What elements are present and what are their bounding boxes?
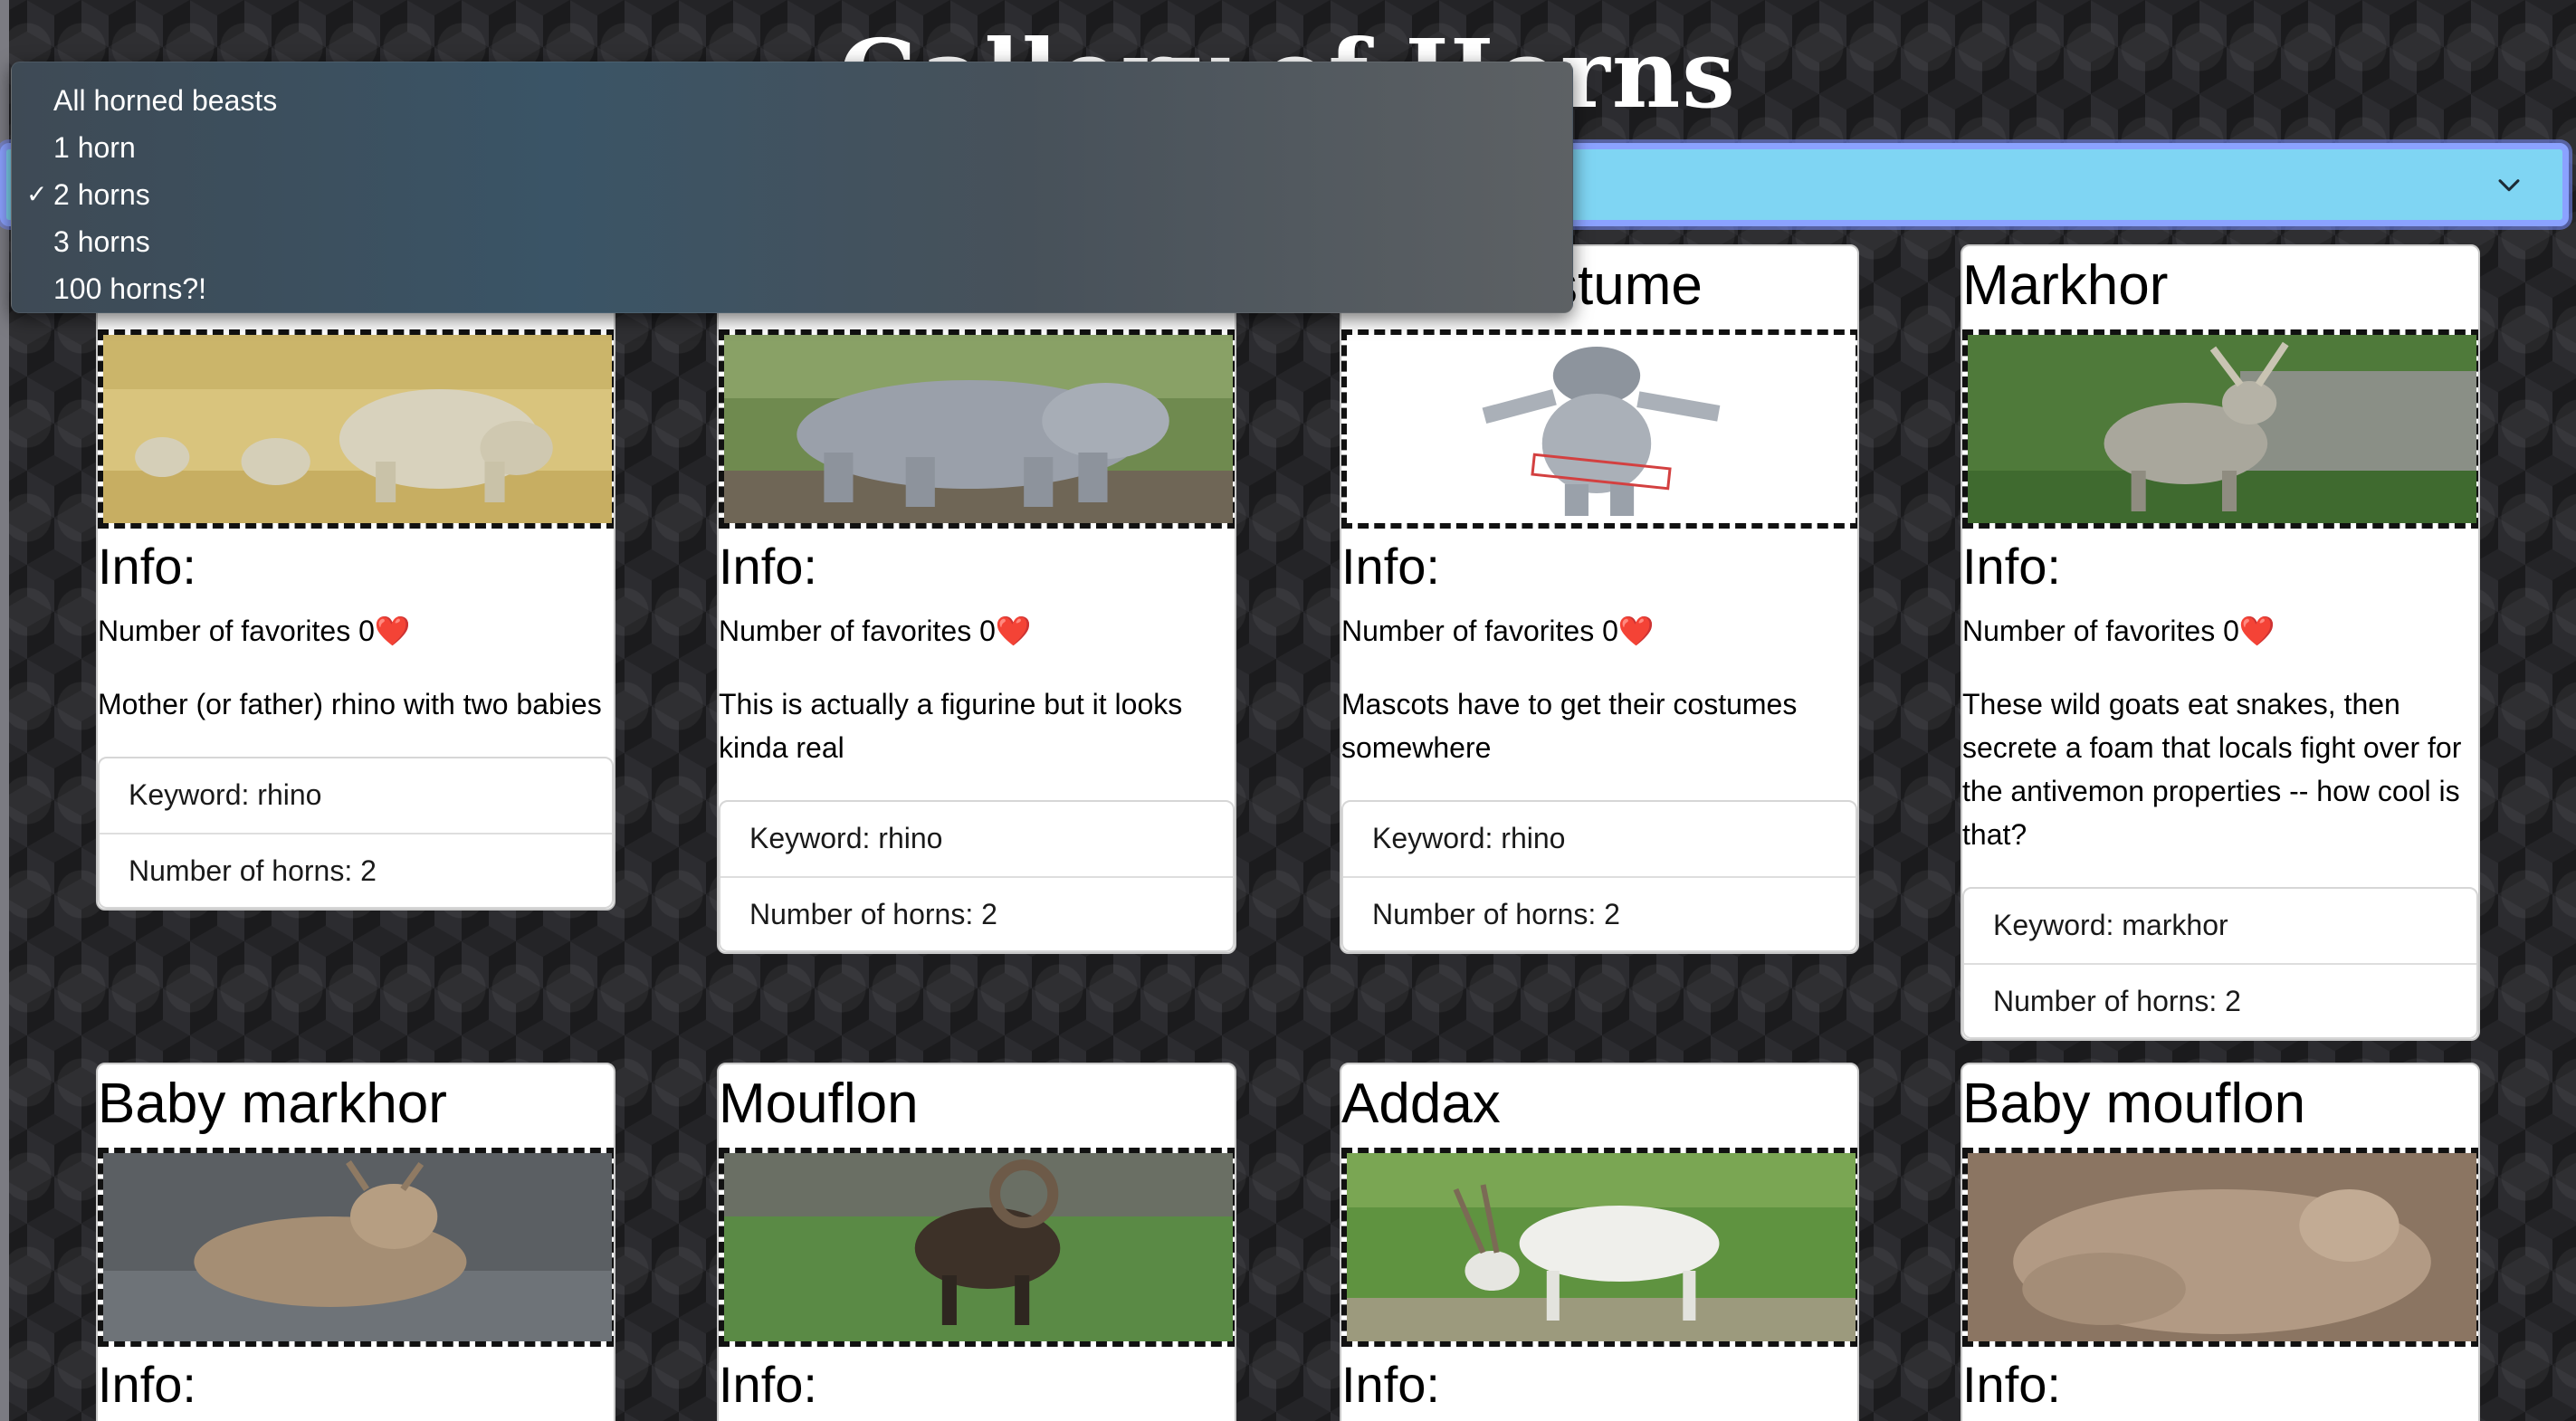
card-title: Mouflon [719, 1073, 919, 1135]
beast-card[interactable]: Info: Number of favorites 0❤️ This is ac… [717, 244, 1236, 954]
card-details-list: Keyword: rhino Number of horns: 2 [1341, 800, 1857, 952]
beast-card[interactable]: Info: Number of favorites 0❤️ Mother (or… [96, 244, 615, 911]
rhino-figurine-image[interactable] [719, 329, 1235, 529]
menu-option-2-horns[interactable]: ✓ 2 horns [12, 171, 1572, 218]
rhino-family-image[interactable] [98, 329, 614, 529]
menu-option-label: 2 horns [53, 178, 150, 211]
baby-mouflon-image[interactable] [1962, 1148, 2478, 1347]
menu-option-label: All horned beasts [53, 84, 278, 117]
menu-option-100-horns[interactable]: 100 horns?! [12, 265, 1572, 312]
favorites-value: 0 [2223, 615, 2239, 647]
favorites-count: Number of favorites 0❤️ [719, 612, 1235, 650]
favorites-label: Number of favorites [719, 615, 980, 647]
keyword-item: Keyword: markhor [1993, 909, 2228, 941]
favorites-value: 0 [979, 615, 996, 647]
menu-option-1-horn[interactable]: 1 horn [12, 124, 1572, 171]
card-details-list: Keyword: rhino Number of horns: 2 [719, 800, 1235, 952]
checkmark-icon: ✓ [26, 180, 48, 208]
beast-card[interactable]: Addax Info: [1340, 1063, 1859, 1421]
card-title: stume [1550, 254, 1703, 317]
beast-card[interactable]: stume Info: Number of favorites 0❤️ Masc… [1340, 244, 1859, 954]
menu-option-label: 100 horns?! [53, 272, 207, 305]
beast-card[interactable]: Baby markhor Info: [96, 1063, 615, 1421]
favorites-count: Number of favorites 0❤️ [98, 612, 614, 650]
card-description: These wild goats eat snakes, then secret… [1962, 688, 2462, 851]
info-heading: Info: [719, 538, 817, 595]
chevron-down-icon[interactable] [2494, 169, 2524, 200]
favorites-value: 0 [1602, 615, 1618, 647]
beast-card[interactable]: Markhor Info: Number of favorites 0❤️ Th… [1961, 244, 2480, 1041]
heart-icon[interactable]: ❤️ [995, 615, 1032, 647]
keyword-item: Keyword: rhino [129, 778, 322, 811]
card-details-list: Keyword: rhino Number of horns: 2 [98, 757, 614, 909]
menu-option-all[interactable]: All horned beasts [12, 77, 1572, 124]
menu-option-3-horns[interactable]: 3 horns [12, 218, 1572, 265]
card-description: This is actually a figurine but it looks… [719, 688, 1183, 764]
favorites-count: Number of favorites 0❤️ [1962, 612, 2478, 650]
info-heading: Info: [1962, 538, 2061, 595]
card-title: Baby mouflon [1962, 1073, 2306, 1135]
heart-icon[interactable]: ❤️ [1617, 615, 1655, 647]
favorites-label: Number of favorites [1962, 615, 2224, 647]
rhino-costume-image[interactable] [1341, 329, 1857, 529]
addax-image[interactable] [1341, 1148, 1857, 1347]
card-description: Mother (or father) rhino with two babies [98, 688, 602, 720]
heart-icon[interactable]: ❤️ [2238, 615, 2275, 647]
baby-markhor-image[interactable] [98, 1148, 614, 1347]
card-details-list: Keyword: markhor Number of horns: 2 [1962, 887, 2478, 1039]
horn-filter-dropdown-menu: All horned beasts 1 horn ✓ 2 horns 3 hor… [11, 62, 1573, 313]
window-edge [0, 0, 9, 1421]
card-title: Markhor [1962, 254, 2169, 317]
info-heading: Info: [1341, 538, 1440, 595]
horns-item: Number of horns: 2 [100, 833, 612, 907]
favorites-count: Number of favorites 0❤️ [1341, 612, 1857, 650]
favorites-label: Number of favorites [98, 615, 359, 647]
keyword-item: Keyword: rhino [1372, 822, 1566, 854]
info-heading: Info: [719, 1356, 817, 1413]
info-heading: Info: [98, 538, 196, 595]
menu-option-label: 3 horns [53, 225, 150, 258]
info-heading: Info: [1962, 1356, 2061, 1413]
heart-icon[interactable]: ❤️ [374, 615, 411, 647]
card-description: Mascots have to get their costumes somew… [1341, 688, 1798, 764]
horns-item: Number of horns: 2 [720, 876, 1233, 950]
info-heading: Info: [98, 1356, 196, 1413]
info-heading: Info: [1341, 1356, 1440, 1413]
menu-option-label: 1 horn [53, 131, 136, 164]
beast-card[interactable]: Mouflon Info: [717, 1063, 1236, 1421]
card-title: Addax [1341, 1073, 1501, 1135]
favorites-value: 0 [358, 615, 375, 647]
markhor-image[interactable] [1962, 329, 2478, 529]
keyword-item: Keyword: rhino [749, 822, 943, 854]
horns-item: Number of horns: 2 [1964, 963, 2476, 1037]
favorites-label: Number of favorites [1341, 615, 1603, 647]
card-title: Baby markhor [98, 1073, 447, 1135]
beast-card[interactable]: Baby mouflon Info: [1961, 1063, 2480, 1421]
mouflon-image[interactable] [719, 1148, 1235, 1347]
horns-item: Number of horns: 2 [1343, 876, 1856, 950]
